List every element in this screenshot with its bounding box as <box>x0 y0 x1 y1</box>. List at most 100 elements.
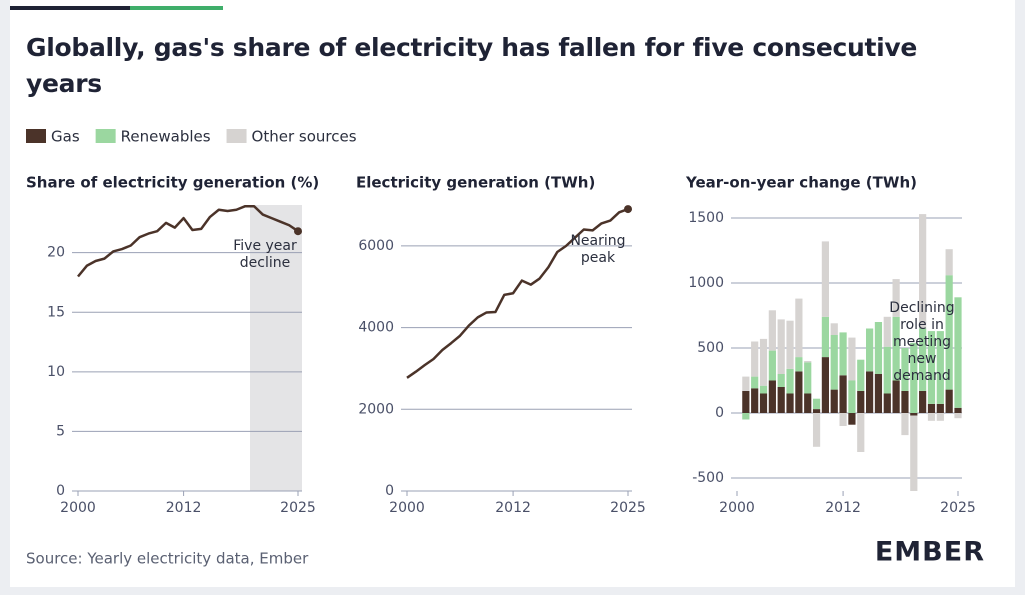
bar-segment <box>804 361 812 363</box>
bar-segment <box>910 342 918 413</box>
x-tick-label: 2012 <box>495 500 531 516</box>
bar-segment <box>751 388 759 413</box>
bar-segment <box>857 390 865 413</box>
bar-segment <box>742 413 750 420</box>
bar-segment <box>936 403 944 413</box>
bar-segment <box>768 310 776 351</box>
bar-segment <box>883 316 891 347</box>
bar-segment <box>768 350 776 381</box>
bar-segment <box>759 393 768 413</box>
bar-segment <box>804 393 812 413</box>
bar-segment <box>919 328 927 391</box>
bar-segment <box>910 415 918 491</box>
annotation: Five year <box>233 238 297 254</box>
bar-segment <box>795 371 803 413</box>
bar-segment <box>927 413 936 421</box>
bar-segment <box>812 409 821 413</box>
y-tick-label: -500 <box>692 470 724 486</box>
bar-segment <box>892 380 900 413</box>
bar-segment <box>786 393 794 413</box>
bar-segment <box>848 337 856 381</box>
x-tick-label: 2000 <box>719 500 755 516</box>
end-dot <box>294 227 302 236</box>
bar-segment <box>874 322 883 374</box>
panel-title: Share of electricity generation (%) <box>26 174 319 192</box>
x-tick-label: 2012 <box>166 500 202 516</box>
bar-segment <box>777 374 785 387</box>
bar-segment <box>874 374 883 413</box>
y-tick-label: 1000 <box>688 275 724 291</box>
y-tick-label: 0 <box>385 483 394 499</box>
y-tick-label: 2000 <box>358 401 394 417</box>
bar-segment <box>954 413 962 419</box>
bar-segment <box>830 389 838 413</box>
bar-segment <box>919 214 927 329</box>
annotation: Nearing <box>570 233 625 249</box>
bar-segment <box>812 398 821 410</box>
x-tick-label: 2012 <box>825 500 861 516</box>
bar-segment <box>795 298 803 358</box>
y-tick-label: 15 <box>47 304 65 320</box>
annotation: new <box>908 351 937 367</box>
bar-segment <box>786 320 794 369</box>
bar-segment <box>892 279 900 317</box>
bar-segment <box>954 407 962 413</box>
bar-segment <box>848 413 856 425</box>
bar-segment <box>742 376 750 391</box>
bar-segment <box>795 357 803 372</box>
bar-segment <box>866 328 874 372</box>
line <box>406 207 629 379</box>
bar-segment <box>866 371 874 413</box>
bar-segment <box>936 413 944 421</box>
x-tick-label: 2025 <box>280 500 316 516</box>
bar-segment <box>759 385 768 394</box>
legend-swatch <box>226 129 247 143</box>
bar-segment <box>751 376 759 389</box>
x-tick-label: 2025 <box>940 500 976 516</box>
page-title: Globally, gas's share of electricity has… <box>26 33 918 98</box>
bar-segment <box>857 359 865 391</box>
source: Source: Yearly electricity data, Ember <box>26 550 309 568</box>
y-tick-label: 5 <box>56 423 65 439</box>
bar-segment <box>892 316 900 381</box>
accent-bar <box>10 6 130 10</box>
bar-segment <box>821 316 829 358</box>
bar-segment <box>777 319 785 374</box>
y-tick-label: 0 <box>715 405 724 421</box>
bar-segment <box>945 389 953 413</box>
bar-segment <box>812 413 821 447</box>
y-tick-label: 1500 <box>688 210 724 226</box>
y-tick-label: 6000 <box>358 238 394 254</box>
bar-segment <box>901 348 909 391</box>
y-tick-label: 500 <box>697 340 724 356</box>
bar-segment <box>786 368 794 394</box>
x-tick-label: 2000 <box>60 500 96 516</box>
bar-segment <box>777 387 785 413</box>
bar-segment <box>742 390 750 413</box>
bar-segment <box>883 346 891 394</box>
annotation: decline <box>240 255 290 271</box>
x-tick-label: 2000 <box>389 500 425 516</box>
logo: EMBER <box>875 537 985 568</box>
annotation: meeting <box>893 334 951 350</box>
bar-segment <box>848 380 856 413</box>
y-tick-label: 0 <box>56 483 65 499</box>
bar-segment <box>821 357 829 413</box>
line <box>77 204 299 278</box>
legend-swatch <box>26 129 46 143</box>
bar-segment <box>751 341 759 377</box>
annotation: Declining <box>889 300 954 316</box>
bar-segment <box>830 335 838 390</box>
accent-bar <box>130 6 223 10</box>
annotation: peak <box>581 250 616 266</box>
bar-segment <box>830 323 838 335</box>
bar-segment <box>919 390 927 413</box>
bar-segment <box>927 403 936 413</box>
bar-segment <box>804 362 812 394</box>
bar-segment <box>910 413 918 416</box>
annotation: role in <box>900 317 944 333</box>
bar-segment <box>759 338 768 386</box>
bar-segment <box>945 275 953 390</box>
panel-title: Electricity generation (TWh) <box>356 174 595 192</box>
y-tick-label: 4000 <box>358 320 394 336</box>
